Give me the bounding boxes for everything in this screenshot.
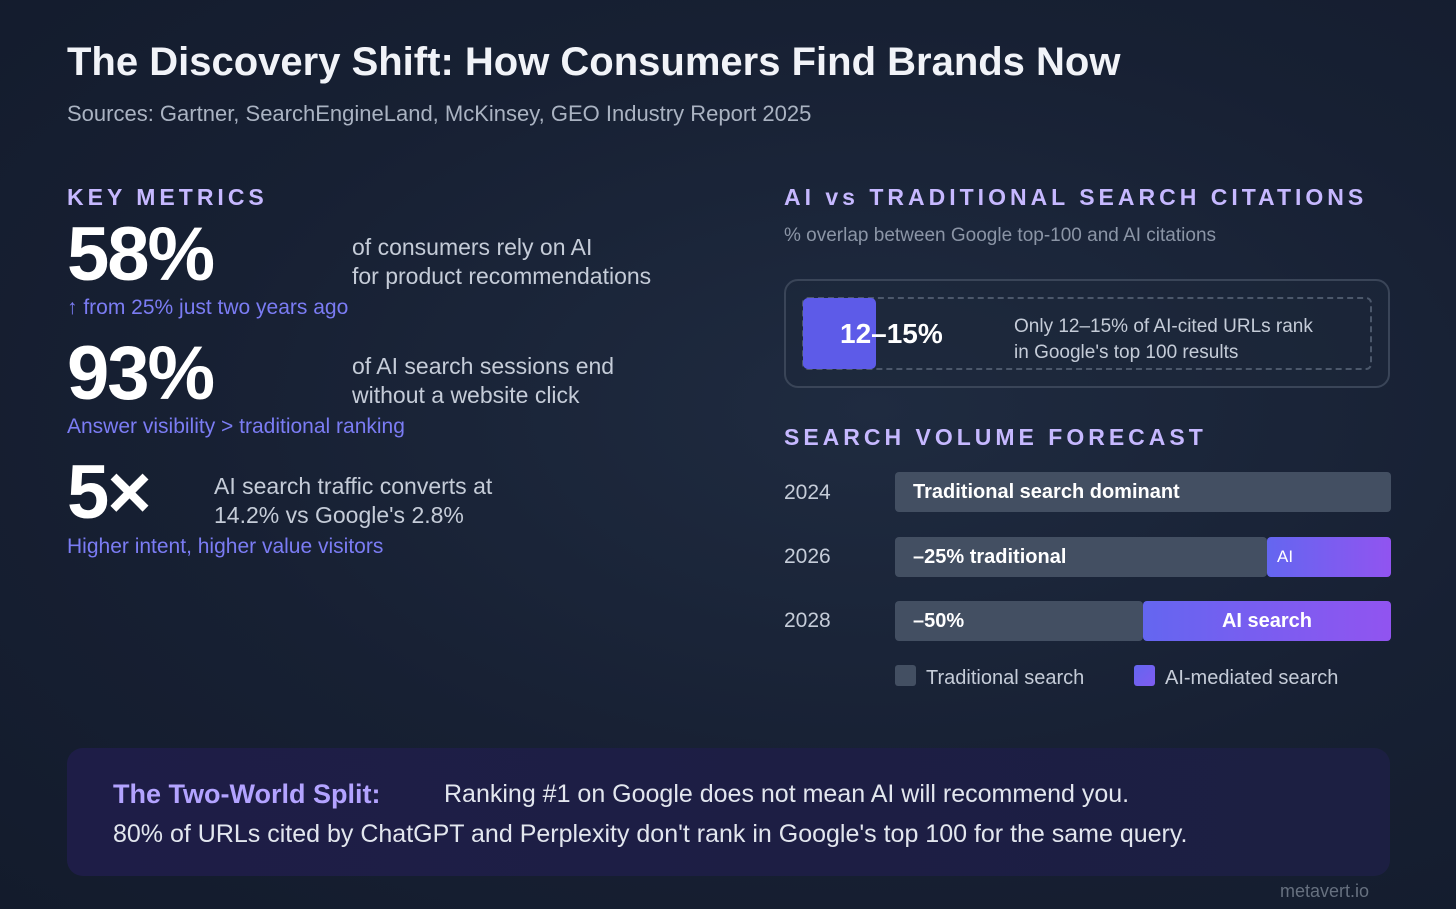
page-subtitle: Sources: Gartner, SearchEngineLand, McKi… [67, 101, 812, 126]
legend-label-traditional: Traditional search [926, 667, 1085, 689]
bar-label: Traditional search dominant [913, 480, 1180, 503]
forecast-year-2026: 2026 [784, 545, 831, 568]
bar-label: –50% [913, 609, 965, 632]
citations-subheading: % overlap between Google top-100 and AI … [784, 225, 1217, 246]
bar-label: –25% traditional [913, 545, 1067, 568]
bar-2026-traditional: –25% traditional [895, 537, 1267, 577]
bar-label: AI [1277, 547, 1294, 566]
two-world-split-heading: The Two-World Split: [113, 779, 381, 809]
metric-note-1: ↑ from 25% just two years ago [67, 296, 349, 319]
bar-label: AI search [1221, 609, 1313, 632]
bar-2028-traditional: –50% [895, 601, 1143, 641]
bar-2026-ai: AI [1267, 537, 1391, 577]
page-title: The Discovery Shift: How Consumers Find … [67, 40, 1121, 84]
citations-heading: AI vs TRADITIONAL SEARCH CITATIONS [784, 184, 1368, 210]
metric-value-2: 93% [67, 331, 215, 416]
overlap-value-label: 12–15% [840, 318, 943, 349]
metric-value-3: 5× [67, 450, 152, 535]
two-world-split-card [67, 748, 1390, 876]
overlap-description: Only 12–15% of AI-cited URLs rank in Goo… [1014, 316, 1313, 363]
metric-note-2: Answer visibility > traditional ranking [67, 415, 405, 438]
legend-swatch-traditional [895, 665, 916, 686]
footer-source: metavert.io [1280, 881, 1370, 901]
metric-desc-3: AI search traffic converts at 14.2% vs G… [214, 473, 493, 528]
forecast-year-2024: 2024 [784, 481, 831, 504]
bar-2028-ai: AI search [1143, 601, 1391, 641]
overlap-fill-bar [803, 298, 876, 369]
metric-desc-2: of AI search sessions end without a webs… [352, 353, 615, 408]
metric-note-3: Higher intent, higher value visitors [67, 535, 384, 558]
legend-label-ai: AI-mediated search [1165, 667, 1339, 689]
metric-desc-1: of consumers rely on AI for product reco… [352, 234, 652, 289]
forecast-year-2028: 2028 [784, 609, 831, 632]
forecast-heading: SEARCH VOLUME FORECAST [784, 424, 1207, 450]
two-world-split-line-2: 80% of URLs cited by ChatGPT and Perplex… [113, 820, 1188, 848]
legend-swatch-ai [1134, 665, 1155, 686]
metric-value-1: 58% [67, 212, 215, 297]
key-metrics-heading: KEY METRICS [67, 184, 268, 210]
two-world-split-line-1: Ranking #1 on Google does not mean AI wi… [444, 780, 1130, 808]
bar-2024-traditional: Traditional search dominant [895, 472, 1391, 512]
